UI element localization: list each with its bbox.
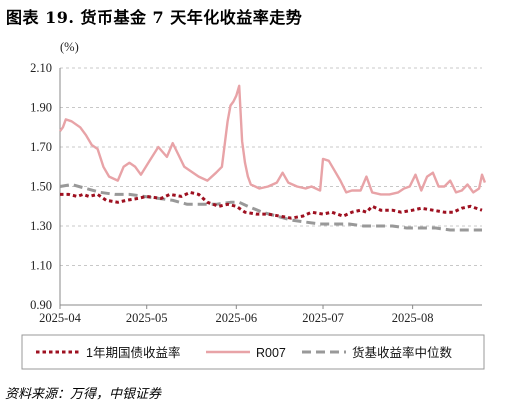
y-axis: (%) 2.10 1.90 1.70 1.50 1.30 1.10 0.90 [30,40,79,312]
x-tick-label: 2025-06 [215,311,257,325]
y-tick-label: 2.10 [30,61,52,75]
y-tick-label: 1.30 [30,219,52,233]
x-tick-label: 2025-08 [392,311,434,325]
legend-box [21,334,485,370]
series-line-1 [60,190,483,220]
legend-label-2: R007 [256,346,286,360]
y-tick-label: 0.90 [30,298,52,312]
legend-label-1: 1年期国债收益率 [86,345,180,360]
chart-title: 图表 19. 货币基金 7 天年化收益率走势 [6,8,303,27]
series-line-2 [59,84,487,196]
x-tick-label: 2025-04 [39,311,81,325]
y-tick-label: 1.10 [30,259,52,273]
y-tick-label: 1.50 [30,180,52,194]
legend-label-3: 货基收益率中位数 [352,345,453,360]
y-tick-label: 1.70 [30,140,52,154]
x-tick-label: 2025-07 [302,311,344,325]
series-line-3 [59,183,482,232]
y-tick-label: 1.90 [30,101,52,115]
x-tick-label: 2025-05 [126,311,168,325]
series-lines [59,84,487,232]
source-note: 资料来源：万得，中银证券 [5,387,162,402]
x-axis: 2025-04 2025-05 2025-06 2025-07 2025-08 [39,304,482,325]
line-chart: (%)2.101.901.701.501.301.100.90 2025-04 2… [21,40,487,370]
y-unit-label: (%) [60,40,79,54]
legend: 1年期国债收益率 R007 货基收益率中位数 [21,334,485,370]
